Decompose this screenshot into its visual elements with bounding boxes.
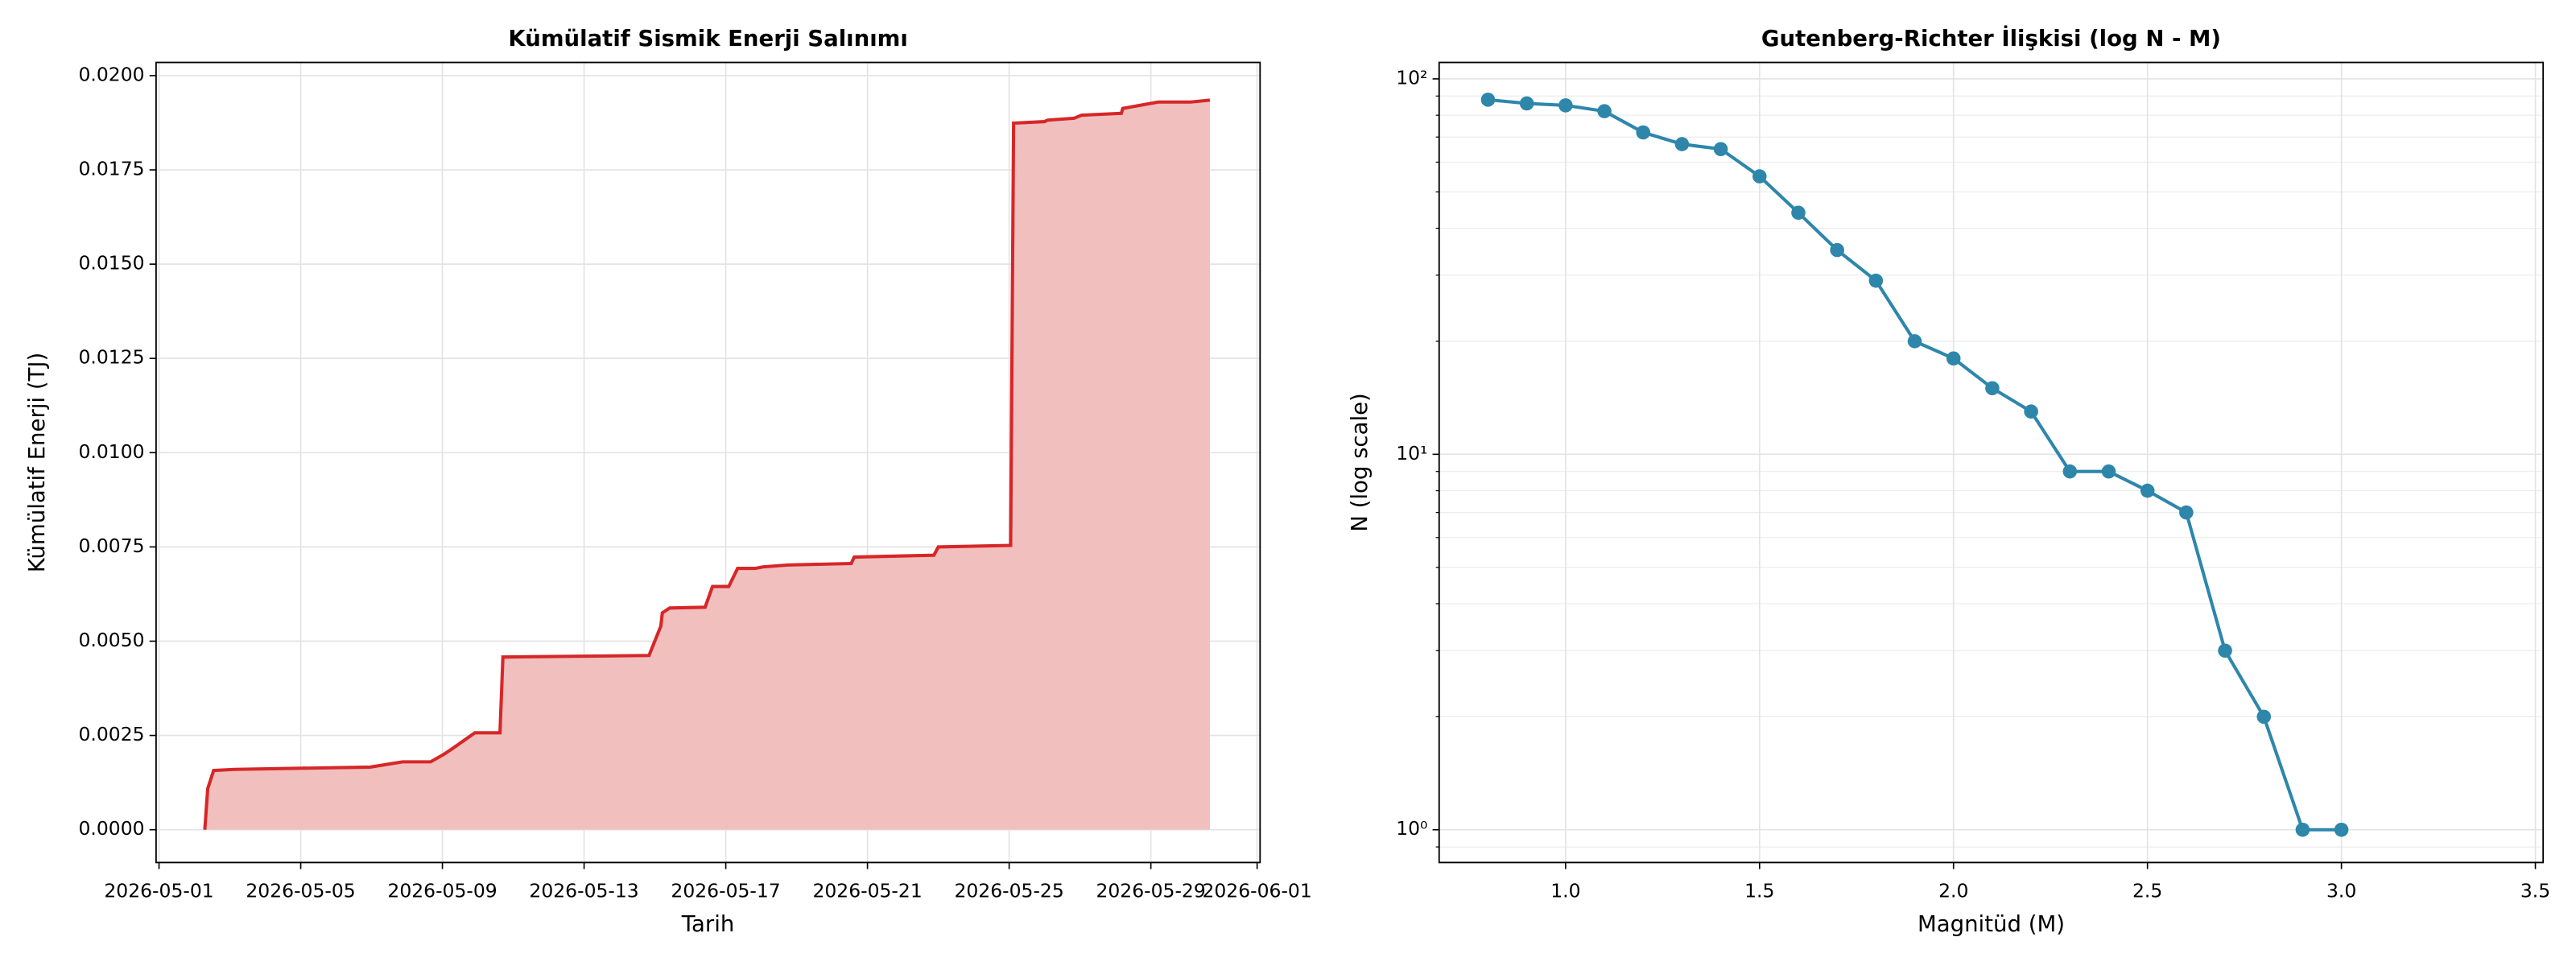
marker (1519, 96, 1534, 111)
marker (1946, 351, 1961, 366)
x-tick-label: 1.0 (1550, 880, 1580, 902)
marker (2024, 404, 2038, 419)
y-tick-label: 10² (1396, 66, 1427, 89)
y-tick-label: 0.0050 (79, 629, 145, 651)
marker (2179, 505, 2194, 520)
y-axis-label: Kümülatif Enerji (TJ) (24, 353, 50, 573)
marker (2295, 822, 2310, 837)
x-tick-label: 2026-05-13 (529, 880, 638, 902)
chart-title: Kümülatif Sismik Enerji Salınımı (508, 26, 907, 52)
y-axis-label: N (log scale) (1347, 393, 1373, 532)
x-tick-label: 1.5 (1744, 880, 1774, 902)
area-line (203, 98, 1211, 830)
y-tick-label: 0.0025 (79, 723, 145, 745)
marker (2062, 464, 2078, 479)
marker (1830, 242, 1844, 258)
y-tick-label: 10⁰ (1396, 817, 1427, 840)
x-tick-label: 2026-05-25 (954, 880, 1063, 902)
x-tick-label: 2026-05-01 (104, 880, 213, 902)
x-tick-label: 2026-05-05 (246, 880, 355, 902)
marker (1791, 205, 1806, 221)
x-tick-label: 2026-05-21 (812, 880, 922, 902)
x-tick-label: 2026-06-01 (1202, 880, 1311, 902)
x-tick-label: 2026-05-29 (1096, 880, 1205, 902)
x-tick-label: 3.0 (2326, 880, 2356, 902)
x-axis-label: Tarih (681, 911, 735, 937)
y-tick-label: 0.0200 (79, 63, 145, 85)
plot-frame (155, 61, 1261, 864)
marker (1713, 142, 1728, 156)
marker (2140, 483, 2155, 498)
x-tick-label: 2.0 (1938, 880, 1968, 902)
y-tick-label: 0.0150 (79, 252, 145, 275)
x-tick-label: 2.5 (2132, 880, 2162, 902)
marker (1597, 104, 1612, 118)
y-tick-label: 0.0125 (79, 346, 145, 369)
marker (1636, 125, 1650, 140)
marker (2218, 643, 2232, 658)
y-tick-label: 0.0075 (79, 535, 145, 557)
x-tick-label: 3.5 (2520, 880, 2550, 902)
chart-title: Gutenberg-Richter İlişkisi (log N - M) (1761, 24, 2221, 52)
marker (2334, 822, 2349, 837)
marker (1868, 273, 1884, 288)
plot-frame (1438, 61, 2545, 864)
y-tick-label: 10¹ (1396, 442, 1427, 464)
marker (1752, 169, 1767, 184)
y-tick-label: 0.0100 (79, 440, 145, 463)
y-tick-label: 0.0000 (79, 817, 145, 840)
area-fill (204, 100, 1210, 830)
x-tick-label: 2026-05-09 (387, 880, 497, 902)
marker (1558, 98, 1573, 113)
x-tick-label: 2026-05-17 (671, 880, 780, 902)
marker (1674, 137, 1690, 151)
y-tick-label: 0.0175 (79, 158, 145, 180)
marker (1480, 93, 1496, 107)
x-axis-label: Magnitüd (M) (1918, 911, 2065, 937)
marker (2101, 464, 2116, 479)
marker (1985, 381, 2000, 395)
marker (2256, 709, 2272, 724)
marker (1907, 334, 1922, 349)
